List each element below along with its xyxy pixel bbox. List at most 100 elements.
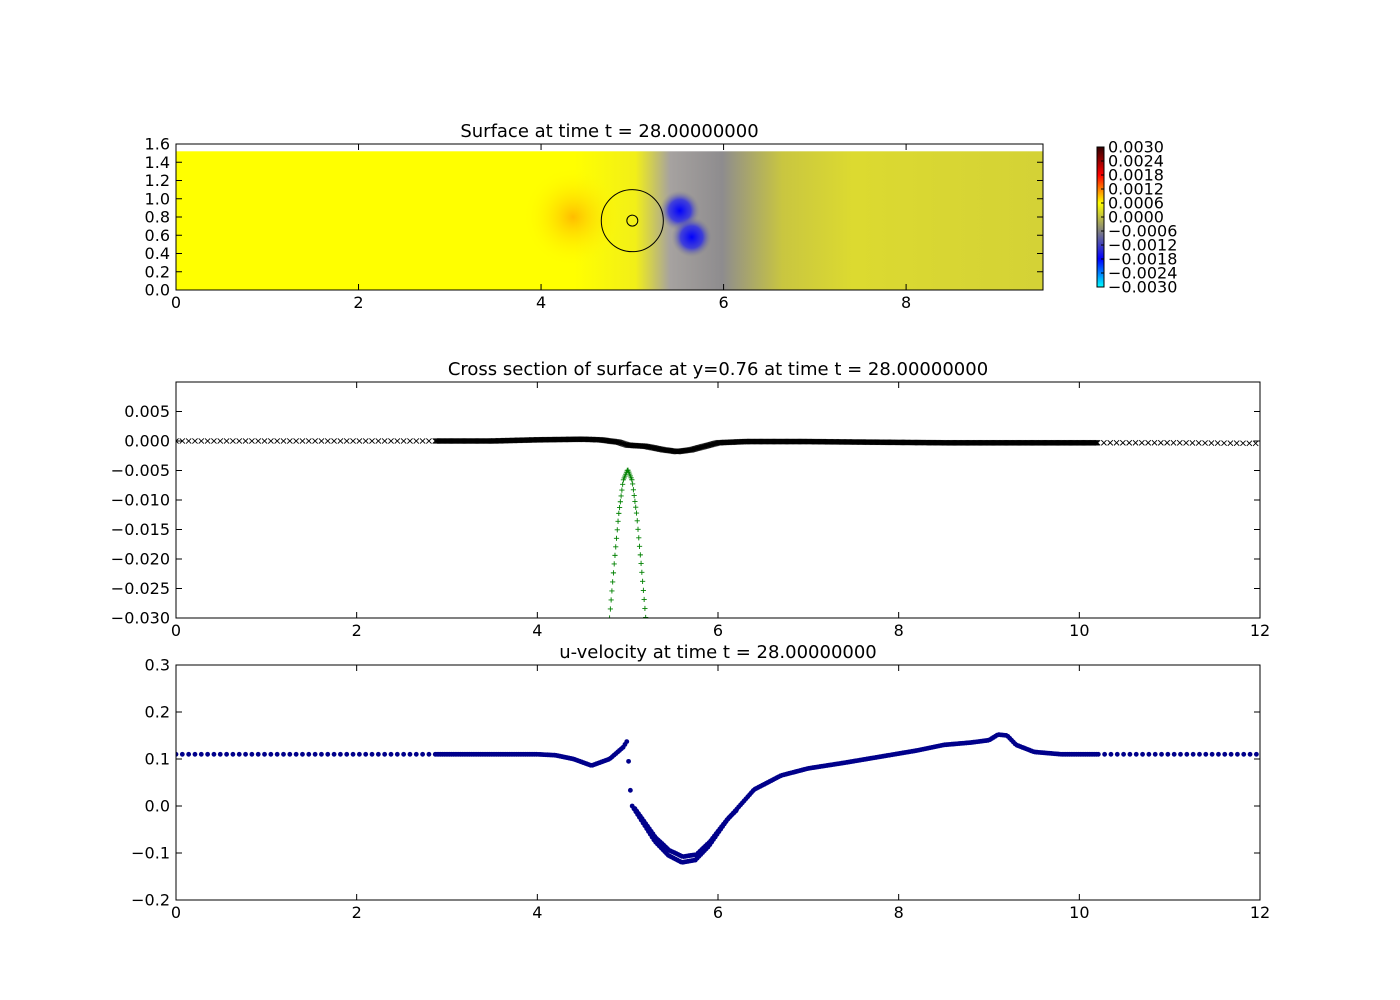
- surface-blob: [522, 166, 624, 268]
- cross-section-point: [1233, 440, 1240, 447]
- bathymetry-point: [619, 487, 625, 493]
- u-velocity-point: [382, 751, 388, 757]
- u-velocity-point: [1140, 751, 1145, 757]
- u-velocity-point: [1228, 751, 1234, 757]
- u-velocity-x-tick-label: 0: [171, 903, 181, 922]
- u-velocity-point: [306, 751, 312, 757]
- cross-section-point: [1252, 440, 1259, 447]
- cross-section-point: [1221, 440, 1227, 447]
- cross-section-title: Cross section of surface at y=0.76 at ti…: [448, 359, 988, 380]
- cross-section-point: [293, 438, 300, 444]
- u-velocity-x-tick-label: 6: [713, 903, 723, 922]
- u-velocity-point: [325, 751, 331, 757]
- bathymetry-point: [635, 526, 641, 532]
- colorbar-tick-label: 0.0006: [1108, 194, 1164, 213]
- bathymetry-point: [614, 527, 620, 533]
- u-velocity-point: [388, 751, 394, 757]
- u-velocity-point: [626, 758, 631, 764]
- u-velocity-point: [300, 751, 305, 757]
- cross-section-panel: Cross section of surface at y=0.76 at ti…: [111, 359, 1270, 640]
- u-velocity-point: [331, 751, 337, 757]
- cross-section-point: [1195, 440, 1202, 446]
- u-velocity-x-tick-label: 12: [1250, 903, 1270, 922]
- u-velocity-marks: [176, 732, 1259, 865]
- u-velocity-point: [179, 751, 185, 757]
- u-velocity-point: [426, 751, 432, 757]
- cross-section-point: [1189, 440, 1196, 446]
- u-velocity-point: [319, 751, 324, 757]
- bathymetry-point: [643, 614, 649, 618]
- cross-section-point: [1170, 439, 1177, 446]
- u-velocity-point: [1253, 751, 1259, 757]
- cross-section-y-tick-label: 0.000: [124, 432, 170, 451]
- u-velocity-point: [186, 751, 192, 757]
- u-velocity-point: [243, 751, 248, 757]
- cross-section-point: [236, 438, 243, 444]
- cross-section-point: [400, 438, 407, 444]
- u-velocity-point: [1178, 751, 1183, 757]
- cross-section-point: [1093, 439, 1100, 446]
- cross-section-frame: [175, 381, 1261, 619]
- u-velocity-point: [401, 751, 407, 757]
- u-velocity-point: [1121, 751, 1126, 757]
- cross-section-point: [1151, 439, 1158, 446]
- bathymetry-point: [612, 552, 618, 558]
- u-velocity-point: [1133, 751, 1139, 757]
- cross-section-point: [394, 438, 401, 444]
- u-velocity-point: [624, 739, 630, 745]
- cross-section-point: [305, 438, 312, 444]
- cross-section-point: [337, 438, 344, 444]
- u-velocity-point: [1095, 751, 1101, 757]
- surface-map-title: Surface at time t = 28.00000000: [460, 121, 758, 142]
- cross-section-y-tick-label: −0.030: [111, 609, 170, 628]
- u-velocity-point: [1190, 751, 1196, 757]
- surface-y-tick-label: 1.2: [145, 171, 170, 190]
- cross-section-point: [407, 438, 413, 444]
- bathymetry-point: [613, 535, 620, 541]
- bathymetry-point: [631, 492, 637, 499]
- u-velocity-point: [255, 751, 261, 757]
- cross-section-point: [1176, 439, 1183, 446]
- cross-section-point: [299, 438, 306, 444]
- cross-section-point: [426, 438, 432, 444]
- u-velocity-point: [1146, 751, 1152, 757]
- u-velocity-title: u-velocity at time t = 28.00000000: [559, 642, 877, 663]
- u-velocity-x-tick-label: 8: [894, 903, 904, 922]
- cross-section-point: [1113, 439, 1120, 446]
- colorbar-ticks: 0.00300.00240.00180.00120.00060.0000−0.0…: [1101, 138, 1177, 297]
- u-velocity-y-tick-label: 0.2: [145, 703, 170, 722]
- bathymetry-point: [636, 543, 643, 549]
- cross-section-y-tick-label: −0.020: [111, 550, 170, 569]
- u-velocity-point: [1152, 751, 1158, 757]
- u-velocity-point: [350, 751, 356, 757]
- u-velocity-point: [198, 751, 204, 757]
- colorbar-tick-label: −0.0024: [1108, 264, 1177, 283]
- cross-section-point: [267, 438, 274, 444]
- u-velocity-point: [1247, 751, 1253, 757]
- u-velocity-point: [1197, 751, 1202, 757]
- obstacle-inner-circle: [626, 214, 639, 227]
- u-velocity-x-tick-label: 2: [352, 903, 362, 922]
- colorbar-tick-label: 0.0000: [1108, 208, 1164, 227]
- u-velocity-point: [211, 751, 217, 757]
- u-velocity-point: [369, 751, 375, 757]
- bathymetry-point: [637, 552, 643, 558]
- cross-section-x-ticks: 0 2 4 6 8 10 12: [171, 382, 1270, 640]
- bathymetry-point: [611, 561, 617, 567]
- u-velocity-point: [1159, 751, 1164, 757]
- colorbar-tick-label: −0.0030: [1108, 278, 1177, 297]
- bathymetry-point: [616, 510, 622, 516]
- cross-section-point: [331, 438, 338, 444]
- u-velocity-x-ticks: 0 2 4 6 8 10 12: [171, 665, 1270, 922]
- u-velocity-point: [627, 787, 633, 793]
- cross-section-point: [369, 438, 375, 444]
- bathymetry-point: [642, 605, 648, 612]
- bathymetry-point: [616, 504, 623, 511]
- cross-section-point: [388, 438, 394, 444]
- colorbar-tick-label: 0.0018: [1108, 166, 1164, 185]
- obstacle-outer-circle: [600, 189, 664, 253]
- cross-section-x-tick-label: 4: [532, 621, 542, 640]
- cross-section-x-tick-label: 0: [171, 621, 181, 640]
- u-velocity-point: [268, 751, 274, 757]
- cross-section-y-tick-label: −0.005: [111, 461, 170, 480]
